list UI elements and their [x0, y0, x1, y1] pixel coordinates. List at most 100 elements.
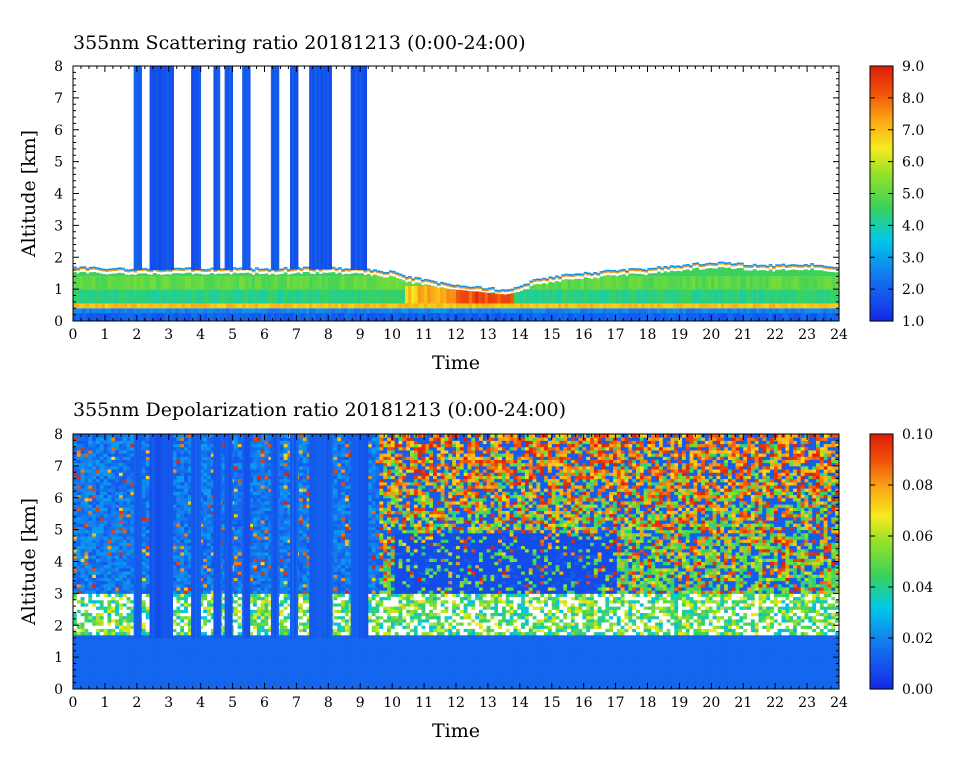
- heatmap-cell: [176, 475, 180, 479]
- heatmap-cell: [119, 504, 123, 508]
- heatmap-cell: [84, 644, 88, 648]
- heatmap-cell: [153, 644, 157, 648]
- heatmap-cell: [73, 479, 77, 483]
- x-tick-label: 24: [830, 327, 848, 343]
- heatmap-cell: [111, 635, 115, 639]
- heatmap-cell: [127, 593, 131, 597]
- heatmap-cell: [127, 504, 131, 508]
- heatmap-cell: [81, 565, 85, 569]
- colorbar-tick-label: 9.0: [902, 59, 924, 75]
- heatmap-cell: [111, 504, 115, 508]
- heatmap-cell: [127, 517, 131, 521]
- heatmap-cell: [173, 667, 177, 671]
- heatmap-cell: [184, 498, 188, 502]
- heatmap-cell: [104, 520, 108, 524]
- heatmap-cell: [100, 456, 104, 460]
- x-tick-label: 6: [260, 327, 269, 343]
- heatmap-cell: [104, 603, 108, 607]
- heatmap-cell: [77, 625, 81, 629]
- heatmap-cell: [157, 673, 161, 677]
- heatmap-cell: [510, 293, 514, 303]
- heatmap-cell: [590, 275, 594, 276]
- heatmap-cell: [134, 679, 138, 683]
- heatmap-cell: [173, 644, 177, 648]
- heatmap-cell: [157, 648, 161, 652]
- heatmap-cell: [146, 549, 150, 553]
- heatmap-cell: [111, 574, 115, 578]
- heatmap-cell: [127, 472, 131, 476]
- heatmap-cell: [192, 676, 196, 680]
- heatmap-cell: [104, 526, 108, 530]
- heatmap-cell: [96, 485, 100, 489]
- heatmap-cell: [107, 597, 111, 601]
- heatmap-cell: [77, 568, 81, 572]
- heatmap-cell: [111, 453, 115, 457]
- heatmap-cell: [100, 638, 104, 642]
- heatmap-cell: [104, 638, 108, 642]
- heatmap-cell: [115, 632, 119, 636]
- heatmap-cell: [184, 504, 188, 508]
- heatmap-cell: [88, 600, 92, 604]
- heatmap-cell: [84, 683, 88, 687]
- heatmap-cell: [338, 267, 342, 269]
- heatmap-cell: [77, 460, 81, 464]
- heatmap-cell: [115, 542, 119, 546]
- heatmap-cell: [180, 479, 184, 483]
- heatmap-cell: [100, 635, 104, 639]
- heatmap-cell: [107, 632, 111, 636]
- heatmap-cell: [180, 482, 184, 486]
- heatmap-cell: [192, 683, 196, 687]
- heatmap-cell: [111, 552, 115, 556]
- heatmap-cell: [100, 565, 104, 569]
- heatmap-cell: [77, 609, 81, 613]
- heatmap-cell: [96, 469, 100, 473]
- heatmap-cell: [142, 504, 146, 508]
- heatmap-cell: [81, 667, 85, 671]
- heatmap-cell: [107, 488, 111, 492]
- heatmap-cell: [84, 530, 88, 534]
- heatmap-cell: [104, 657, 108, 661]
- heatmap-cell: [127, 552, 131, 556]
- heatmap-cell: [107, 530, 111, 534]
- heatmap-cell: [115, 558, 119, 562]
- heatmap-cell: [123, 616, 127, 620]
- heatmap-cell: [107, 491, 111, 495]
- heatmap-cell: [88, 456, 92, 460]
- heatmap-cell: [180, 571, 184, 575]
- heatmap-cell: [165, 676, 169, 680]
- heatmap-cell: [192, 648, 196, 652]
- x-tick-label: 3: [164, 327, 173, 343]
- heatmap-cell: [81, 577, 85, 581]
- heatmap-cell: [107, 482, 111, 486]
- heatmap-cell: [96, 504, 100, 508]
- heatmap-cell: [180, 641, 184, 645]
- heatmap-cell: [130, 679, 134, 683]
- heatmap-cell: [115, 628, 119, 632]
- heatmap-cell: [119, 673, 123, 677]
- heatmap-cell: [196, 670, 200, 674]
- heatmap-cell: [176, 622, 180, 626]
- heatmap-cell: [184, 670, 188, 674]
- heatmap-cell: [176, 530, 180, 534]
- heatmap-cell: [100, 673, 104, 677]
- heatmap-cell: [146, 606, 150, 610]
- heatmap-cell: [81, 590, 85, 594]
- heatmap-cell: [127, 597, 131, 601]
- heatmap-cell: [161, 654, 165, 658]
- heatmap-cell: [169, 664, 173, 668]
- heatmap-cell: [127, 520, 131, 524]
- heatmap-cell: [142, 475, 146, 479]
- heatmap-cell: [161, 638, 165, 642]
- heatmap-cell: [115, 456, 119, 460]
- heatmap-cell: [100, 536, 104, 540]
- heatmap-cell: [73, 434, 77, 438]
- heatmap-cell: [184, 613, 188, 617]
- heatmap-cell: [100, 511, 104, 515]
- heatmap-cell: [180, 654, 184, 658]
- heatmap-cell: [146, 434, 150, 438]
- heatmap-cell: [146, 501, 150, 505]
- heatmap-cell: [153, 657, 157, 661]
- heatmap-cell: [510, 290, 514, 291]
- heatmap-cell: [184, 651, 188, 655]
- heatmap-cell: [127, 660, 131, 664]
